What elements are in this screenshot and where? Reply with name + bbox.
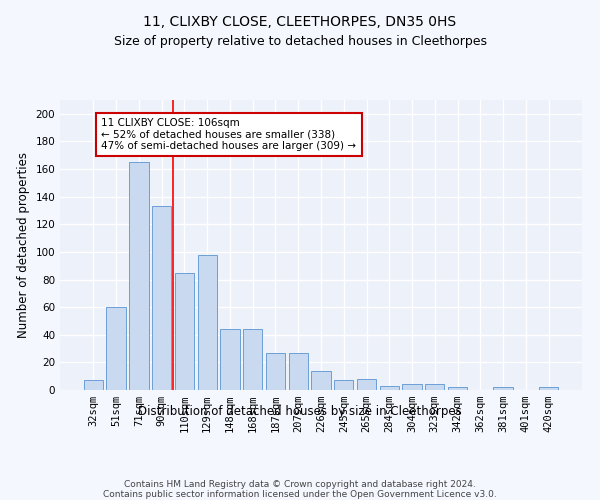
Text: Size of property relative to detached houses in Cleethorpes: Size of property relative to detached ho…: [113, 35, 487, 48]
Bar: [425, 384, 445, 390]
Text: 11, CLIXBY CLOSE, CLEETHORPES, DN35 0HS: 11, CLIXBY CLOSE, CLEETHORPES, DN35 0HS: [143, 15, 457, 29]
Bar: [84, 380, 103, 390]
Bar: [220, 329, 239, 390]
Bar: [380, 386, 399, 390]
Text: Contains HM Land Registry data © Crown copyright and database right 2024.
Contai: Contains HM Land Registry data © Crown c…: [103, 480, 497, 500]
Bar: [403, 384, 422, 390]
Bar: [266, 352, 285, 390]
Bar: [175, 272, 194, 390]
Text: Distribution of detached houses by size in Cleethorpes: Distribution of detached houses by size …: [138, 405, 462, 418]
Y-axis label: Number of detached properties: Number of detached properties: [17, 152, 30, 338]
Bar: [539, 387, 558, 390]
Bar: [311, 370, 331, 390]
Text: 11 CLIXBY CLOSE: 106sqm
← 52% of detached houses are smaller (338)
47% of semi-d: 11 CLIXBY CLOSE: 106sqm ← 52% of detache…: [101, 118, 356, 151]
Bar: [152, 206, 172, 390]
Bar: [493, 387, 513, 390]
Bar: [289, 352, 308, 390]
Bar: [334, 380, 353, 390]
Bar: [197, 254, 217, 390]
Bar: [106, 307, 126, 390]
Bar: [448, 387, 467, 390]
Bar: [243, 329, 262, 390]
Bar: [357, 379, 376, 390]
Bar: [129, 162, 149, 390]
